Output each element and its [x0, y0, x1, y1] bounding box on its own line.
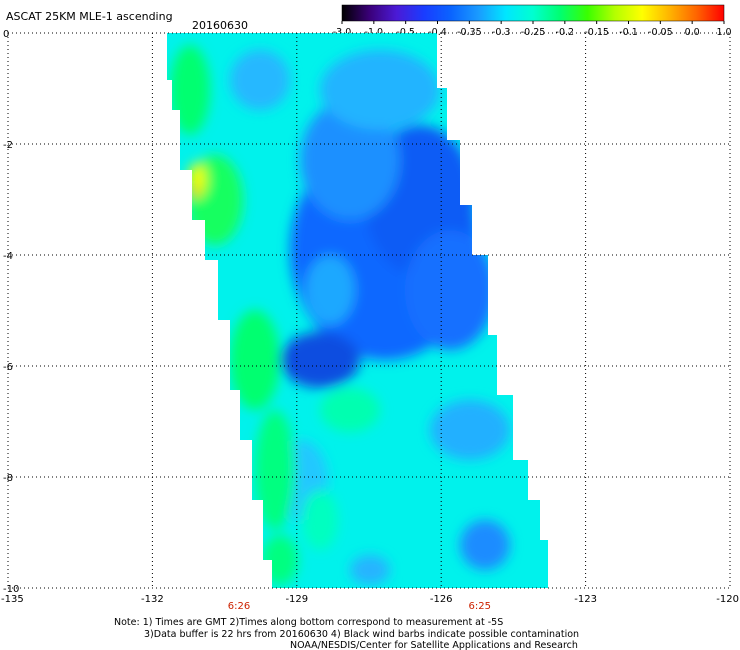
note-line-1: Note: 1) Times are GMT 2)Times along bot… — [114, 617, 503, 628]
colorbar-gradient — [341, 4, 725, 22]
colorbar-label-5: -0.3 — [492, 27, 511, 38]
colorbar-label-0: -3.0 — [333, 27, 352, 38]
map-axis-labels: -135 -132 -129 -126 -123 -120 0 -2 -4 -6 -8 -10 — [1, 29, 739, 605]
chart-title: ASCAT 25KM MLE-1 ascending — [6, 10, 173, 23]
chart-date: 20160630 — [192, 19, 248, 32]
x-tick-label-1: -132 — [141, 594, 164, 605]
y-tick-label-4: -8 — [3, 473, 13, 484]
time-label-1: 6:25 — [468, 601, 490, 612]
x-tick-label-2: -129 — [285, 594, 308, 605]
x-tick-label-0: -135 — [1, 594, 24, 605]
time-label-0: 6:26 — [228, 601, 250, 612]
y-tick-label-5: -10 — [3, 584, 19, 595]
note-line-2: 3)Data buffer is 22 hrs from 20160630 4)… — [144, 629, 579, 640]
colorbar-label-4: -0.35 — [457, 27, 482, 38]
colorbar-label-2: -0.5 — [396, 27, 415, 38]
y-tick-label-1: -2 — [3, 140, 13, 151]
scatterometer-swath — [167, 33, 548, 588]
x-tick-label-3: -126 — [430, 594, 453, 605]
colorbar-label-3: -0.4 — [428, 27, 447, 38]
note-line-3: NOAA/NESDIS/Center for Satellite Applica… — [290, 640, 578, 650]
colorbar-label-1: -1.0 — [365, 27, 384, 38]
time-labels: 6:26 6:25 — [228, 601, 491, 612]
y-tick-label-0: 0 — [3, 29, 9, 40]
y-tick-label-3: -6 — [3, 362, 13, 373]
map-gridlines — [7, 32, 731, 589]
x-tick-label-4: -123 — [574, 594, 597, 605]
x-tick-label-5: -120 — [716, 594, 739, 605]
y-tick-label-2: -4 — [3, 251, 13, 262]
